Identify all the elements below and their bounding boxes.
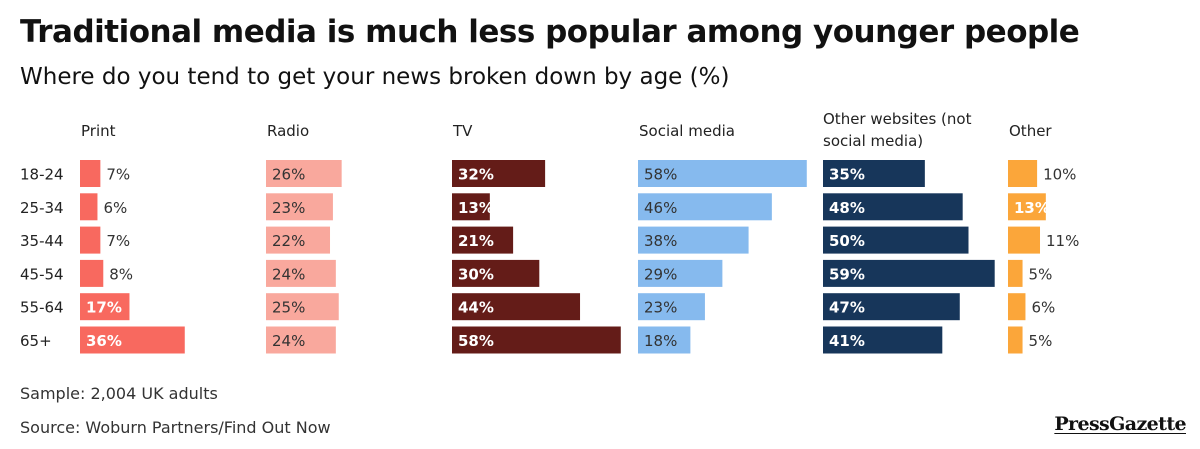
bar-radio-45-54 [266, 259, 336, 287]
value-label-radio-18-24: 26% [272, 166, 305, 184]
bar-other-websites-not-social-media-55-64 [823, 293, 960, 321]
bar-social-media-18-24 [638, 160, 807, 187]
bar-radio-18-24 [266, 160, 342, 187]
value-label-print-25-34: 6% [103, 199, 127, 217]
bar-other-18-24 [1008, 160, 1038, 187]
bar-radio-35-44 [266, 226, 331, 254]
value-label-print-45-54: 8% [109, 265, 133, 283]
bar-radio-25-34 [266, 193, 333, 221]
bar-other-websites-not-social-media-35-44 [823, 226, 969, 254]
bar-other-websites-not-social-media-25-34 [823, 193, 963, 221]
sample-note: Sample: 2,004 UK adults [20, 384, 218, 403]
bar-social-media-45-54 [638, 259, 723, 287]
row-label-18-24: 18-24 [20, 166, 64, 184]
row-label-65: 65+ [20, 332, 52, 350]
bar-print-55-64 [80, 293, 130, 321]
row-label-45-54: 45-54 [20, 265, 64, 283]
bar-other-websites-not-social-media-65 [823, 326, 943, 354]
bar-tv-55-64 [452, 293, 581, 321]
bar-tv-65 [452, 326, 621, 354]
panel-header-social-media: Social media [639, 122, 735, 140]
bar-print-18-24 [80, 160, 101, 187]
value-label-other-websites-not-social-media-18-24: 35% [829, 166, 865, 184]
source-note: Source: Woburn Partners/Find Out Now [20, 418, 331, 437]
bar-tv-18-24 [452, 160, 546, 187]
value-label-tv-18-24: 32% [458, 166, 494, 184]
bar-other-websites-not-social-media-45-54 [823, 259, 995, 287]
row-label-25-34: 25-34 [20, 199, 64, 217]
bar-chart: 18-24 25-34 35-44 45-54 55-64 65+ Print 7% 6% 7% 8… [20, 110, 1079, 354]
value-label-tv-45-54: 30% [458, 265, 494, 283]
bar-other-65 [1008, 326, 1023, 354]
panel-header-tv: TV [452, 122, 473, 140]
value-label-other-websites-not-social-media-35-44: 50% [829, 232, 865, 250]
bar-other-25-34 [1008, 193, 1046, 221]
bar-other-35-44 [1008, 226, 1041, 254]
value-label-other-websites-not-social-media-25-34: 48% [829, 199, 865, 217]
bar-social-media-25-34 [638, 193, 772, 221]
bar-other-55-64 [1008, 293, 1026, 321]
value-label-social-media-35-44: 38% [644, 232, 677, 250]
value-label-radio-65: 24% [272, 332, 305, 350]
panel-header-radio: Radio [267, 122, 309, 140]
value-label-tv-55-64: 44% [458, 299, 494, 317]
bar-tv-45-54 [452, 259, 540, 287]
value-label-other-65: 5% [1029, 332, 1053, 350]
value-label-radio-35-44: 22% [272, 232, 305, 250]
bar-print-25-34 [80, 193, 98, 221]
value-label-other-websites-not-social-media-45-54: 59% [829, 265, 865, 283]
value-label-other-55-64: 6% [1031, 299, 1055, 317]
bar-tv-35-44 [452, 226, 514, 254]
value-label-radio-45-54: 24% [272, 265, 305, 283]
bar-print-65 [80, 326, 185, 354]
bar-social-media-55-64 [638, 293, 705, 321]
value-label-other-35-44: 11% [1046, 232, 1079, 250]
bar-other-45-54 [1008, 259, 1023, 287]
value-label-print-35-44: 7% [106, 232, 130, 250]
chart-title: Traditional media is much less popular a… [20, 14, 1080, 50]
bar-print-45-54 [80, 259, 104, 287]
bar-other-websites-not-social-media-18-24 [823, 160, 925, 187]
value-label-other-45-54: 5% [1029, 265, 1053, 283]
panel-header-other: Other [1009, 122, 1052, 140]
bar-social-media-35-44 [638, 226, 749, 254]
value-label-other-websites-not-social-media-55-64: 47% [829, 299, 865, 317]
value-label-social-media-55-64: 23% [644, 299, 677, 317]
value-label-tv-65: 58% [458, 332, 494, 350]
row-label-55-64: 55-64 [20, 299, 64, 317]
bar-print-35-44 [80, 226, 101, 254]
value-label-tv-25-34: 13% [458, 199, 494, 217]
panel-header-other-websites-not-social-media: Other websites (not social media) [823, 110, 972, 150]
panel-header-print: Print [81, 122, 116, 140]
bar-social-media-65 [638, 326, 691, 354]
value-label-print-55-64: 17% [86, 299, 122, 317]
value-label-social-media-25-34: 46% [644, 199, 677, 217]
bar-radio-65 [266, 326, 336, 354]
row-label-35-44: 35-44 [20, 232, 64, 250]
value-label-social-media-18-24: 58% [644, 166, 677, 184]
bar-radio-55-64 [266, 293, 339, 321]
value-label-tv-35-44: 21% [458, 232, 494, 250]
chart-subtitle: Where do you tend to get your news broke… [20, 64, 730, 90]
value-label-social-media-45-54: 29% [644, 265, 677, 283]
value-label-other-18-24: 10% [1043, 166, 1076, 184]
value-label-other-websites-not-social-media-65: 41% [829, 332, 865, 350]
bar-tv-25-34 [452, 193, 490, 221]
press-gazette-logo: PressGazette [1054, 413, 1186, 435]
value-label-print-65: 36% [86, 332, 122, 350]
value-label-radio-55-64: 25% [272, 299, 305, 317]
value-label-social-media-65: 18% [644, 332, 677, 350]
value-label-radio-25-34: 23% [272, 199, 305, 217]
value-label-other-25-34: 13% [1014, 199, 1050, 217]
value-label-print-18-24: 7% [106, 166, 130, 184]
